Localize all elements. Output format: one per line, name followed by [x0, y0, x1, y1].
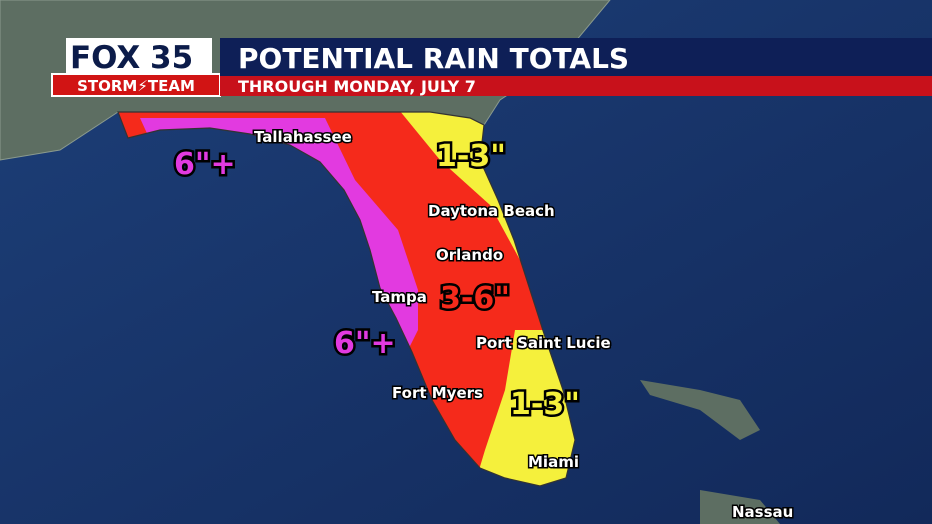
- city: Tampa: [372, 288, 427, 306]
- title-bar: [220, 38, 932, 76]
- city: Daytona Beach: [428, 202, 555, 220]
- subtitle: THROUGH MONDAY, JULY 7: [238, 77, 476, 96]
- zone-label: 6"+: [334, 326, 396, 361]
- channel: 35: [150, 40, 193, 76]
- city: Miami: [528, 453, 579, 471]
- subtitle-bar: [220, 76, 932, 96]
- city: Port Saint Lucie: [476, 334, 611, 352]
- city: Orlando: [436, 246, 503, 264]
- logo: FOX: [70, 40, 140, 76]
- zone-label: 1-3": [510, 387, 580, 422]
- city: Nassau: [732, 503, 793, 521]
- city: Fort Myers: [392, 384, 483, 402]
- zone-label: 1-3": [436, 139, 506, 174]
- city: Tallahassee: [254, 128, 352, 146]
- zone-label: 3-6": [440, 281, 510, 316]
- team: STORM⚡TEAM: [77, 77, 195, 95]
- bahamas: [640, 380, 780, 524]
- logo-box: [66, 38, 212, 74]
- title: POTENTIAL RAIN TOTALS: [238, 42, 629, 75]
- zone-label: 6"+: [174, 147, 236, 182]
